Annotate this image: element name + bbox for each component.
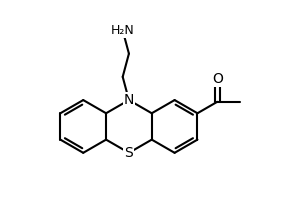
- Text: N: N: [124, 93, 134, 107]
- Text: O: O: [212, 72, 223, 86]
- Text: H₂N: H₂N: [111, 24, 135, 37]
- Text: S: S: [125, 146, 133, 160]
